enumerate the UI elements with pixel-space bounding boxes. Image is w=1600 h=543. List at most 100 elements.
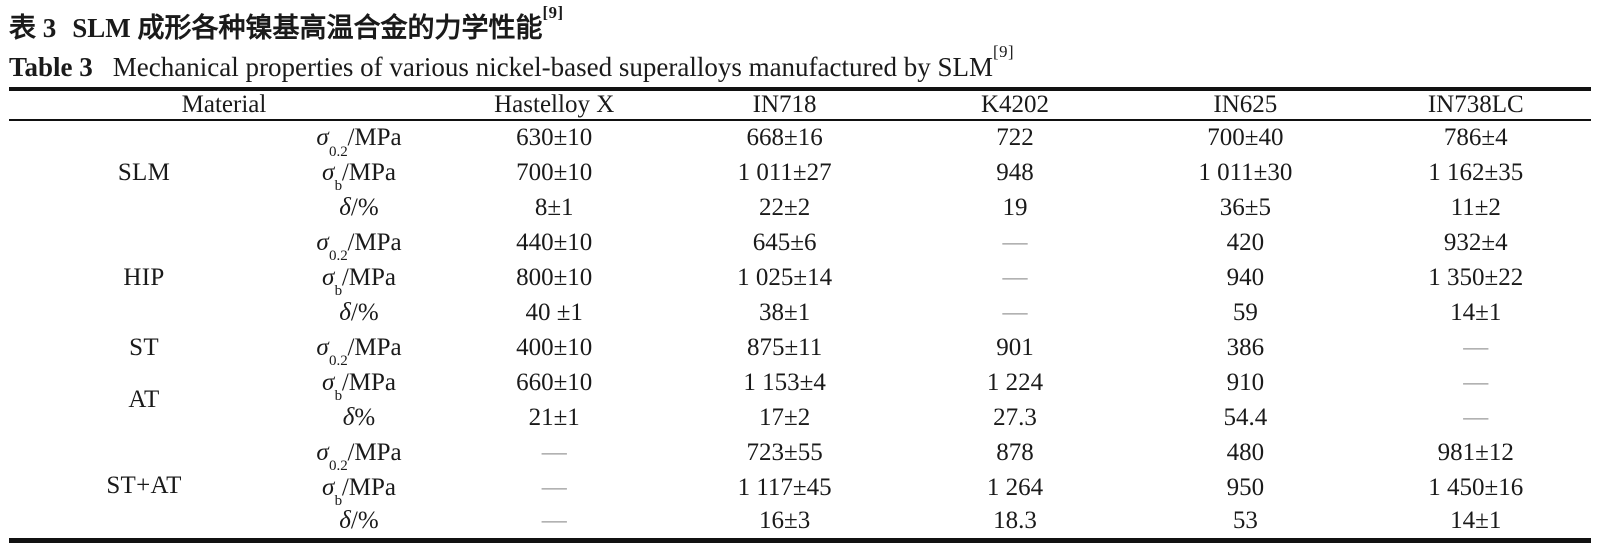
value-cell: 722 — [996, 124, 1034, 151]
page-title-zh: 表 3 SLM 成形各种镍基高温合金的力学性能[9] — [9, 2, 1591, 45]
value-cell: 1 162±35 — [1428, 158, 1524, 186]
value-cell: 1 264 — [986, 473, 1044, 501]
table-row: σb/MPa 700±10 1 011±27 948 1 011±30 1 16… — [9, 155, 1591, 195]
delta-symbol: δ — [339, 193, 351, 221]
table-label-zh: 表 3 — [9, 13, 57, 43]
value-cell: 1 224 — [986, 368, 1044, 396]
col-header-hastelloy-x: Hastelloy X — [439, 89, 670, 121]
sigma-symbol: σ — [321, 473, 335, 501]
value-cell: 16±3 — [758, 507, 811, 535]
col-header-k4202: K4202 — [899, 89, 1131, 121]
table-row: ST σ0.2/MPa 400±10 875±11 901 386 — — [9, 330, 1591, 370]
value-cell: 878 — [996, 438, 1034, 466]
table-title-en-text: Mechanical properties of various nickel-… — [112, 52, 994, 82]
sigma-symbol: σ — [316, 124, 329, 151]
property-label: σb/MPa — [321, 368, 397, 405]
table-label-en: Table 3 — [9, 52, 93, 82]
sigma-symbol: σ — [316, 333, 329, 361]
table-row: δ/% 8±1 22±2 19 36±5 11±2 — [9, 190, 1591, 225]
delta-symbol: δ — [339, 507, 351, 535]
value-cell: — — [541, 438, 567, 466]
value-cell: 1 011±30 — [1198, 158, 1293, 186]
value-cell: 875±11 — [746, 333, 823, 361]
citation-ref-zh: [9] — [542, 2, 564, 22]
value-cell: 948 — [996, 158, 1034, 186]
value-cell: 21±1 — [528, 403, 580, 431]
property-label: σ0.2/MPa — [316, 228, 402, 265]
sigma-symbol: σ — [316, 228, 329, 256]
value-cell: — — [1463, 403, 1489, 431]
property-label: δ/% — [339, 507, 379, 535]
value-cell: 36±5 — [1219, 193, 1271, 221]
value-cell: 440±10 — [516, 228, 593, 256]
value-cell: 27.3 — [993, 403, 1037, 431]
value-cell: — — [541, 473, 567, 501]
value-cell: 11±2 — [1450, 193, 1501, 221]
citation-ref-en: [9] — [993, 41, 1015, 61]
value-cell: 981±12 — [1437, 438, 1514, 466]
page-title-en: Table 3 Mechanical properties of various … — [9, 41, 1591, 83]
value-cell: 386 — [1226, 333, 1265, 361]
value-cell: 14±1 — [1450, 507, 1502, 535]
data-table: Material Hastelloy X IN718 K4202 IN625 I… — [9, 87, 1591, 543]
value-cell: 1 117±45 — [737, 473, 832, 501]
value-cell: 932±4 — [1443, 228, 1508, 256]
value-cell: 59 — [1232, 298, 1258, 326]
col-header-in718: IN718 — [669, 89, 900, 121]
sigma-symbol: σ — [321, 368, 335, 396]
col-header-in738lc: IN738LC — [1360, 89, 1591, 121]
value-cell: 18.3 — [993, 507, 1037, 535]
delta-symbol: δ — [342, 403, 355, 431]
property-label: σ0.2/MPa — [316, 124, 402, 160]
value-cell: 668±16 — [746, 124, 823, 151]
value-cell: — — [1002, 298, 1028, 326]
value-cell: 800±10 — [516, 263, 593, 291]
table-row: σb/MPa — 1 117±45 1 264 950 1 450±16 — [9, 470, 1591, 510]
value-cell: 645±6 — [752, 228, 817, 256]
value-cell: 630±10 — [516, 124, 593, 151]
col-header-material: Material — [9, 89, 439, 121]
table-row: AT σb/MPa 660±10 1 153±4 1 224 910 — — [9, 365, 1591, 414]
material-cell-st-at: ST+AT — [106, 472, 182, 500]
property-label: δ% — [342, 403, 376, 431]
value-cell: 19 — [1002, 193, 1028, 221]
sigma-symbol: σ — [316, 438, 329, 466]
material-cell-at: AT — [128, 386, 160, 413]
value-cell: 17±2 — [758, 403, 811, 431]
property-label: σb/MPa — [321, 473, 397, 510]
value-cell: 420 — [1226, 228, 1265, 256]
value-cell: 940 — [1226, 263, 1265, 291]
value-cell: 8±1 — [534, 193, 574, 221]
property-label: δ/% — [339, 193, 379, 221]
value-cell: 480 — [1226, 438, 1265, 466]
table-title-zh-text: SLM 成形各种镍基高温合金的力学性能 — [72, 13, 543, 43]
value-cell: 786±4 — [1443, 124, 1508, 151]
property-label: δ/% — [339, 298, 379, 326]
value-cell: 1 350±22 — [1428, 263, 1524, 291]
material-cell-hip: HIP — [123, 263, 165, 291]
table-row: δ/% 40 ±1 38±1 — 59 14±1 — [9, 295, 1591, 330]
material-cell-st: ST — [129, 333, 159, 361]
sigma-symbol: σ — [321, 263, 335, 291]
value-cell: 1 011±27 — [737, 158, 832, 186]
value-cell: 910 — [1226, 368, 1265, 396]
delta-symbol: δ — [339, 298, 351, 326]
value-cell: 700±10 — [516, 158, 593, 186]
value-cell: — — [1463, 333, 1489, 361]
table-row: σb/MPa 800±10 1 025±14 — 940 1 350±22 — [9, 260, 1591, 299]
property-label: σb/MPa — [321, 158, 397, 195]
value-cell: 53 — [1232, 507, 1258, 535]
property-label: σ0.2/MPa — [316, 333, 402, 370]
value-cell: — — [1002, 263, 1028, 291]
value-cell: 950 — [1226, 473, 1265, 501]
table-row: ST+AT σ0.2/MPa — 723±55 878 480 981±12 — [9, 435, 1591, 500]
value-cell: 660±10 — [516, 368, 593, 396]
value-cell: 54.4 — [1223, 403, 1268, 431]
value-cell: 40 ±1 — [525, 298, 583, 326]
value-cell: 400±10 — [516, 333, 593, 361]
value-cell: — — [1463, 368, 1489, 396]
value-cell: 1 025±14 — [737, 263, 833, 291]
header-row: Material Hastelloy X IN718 K4202 IN625 I… — [9, 89, 1591, 121]
table-row: HIP σ0.2/MPa 440±10 645±6 — 420 932±4 — [9, 225, 1591, 291]
